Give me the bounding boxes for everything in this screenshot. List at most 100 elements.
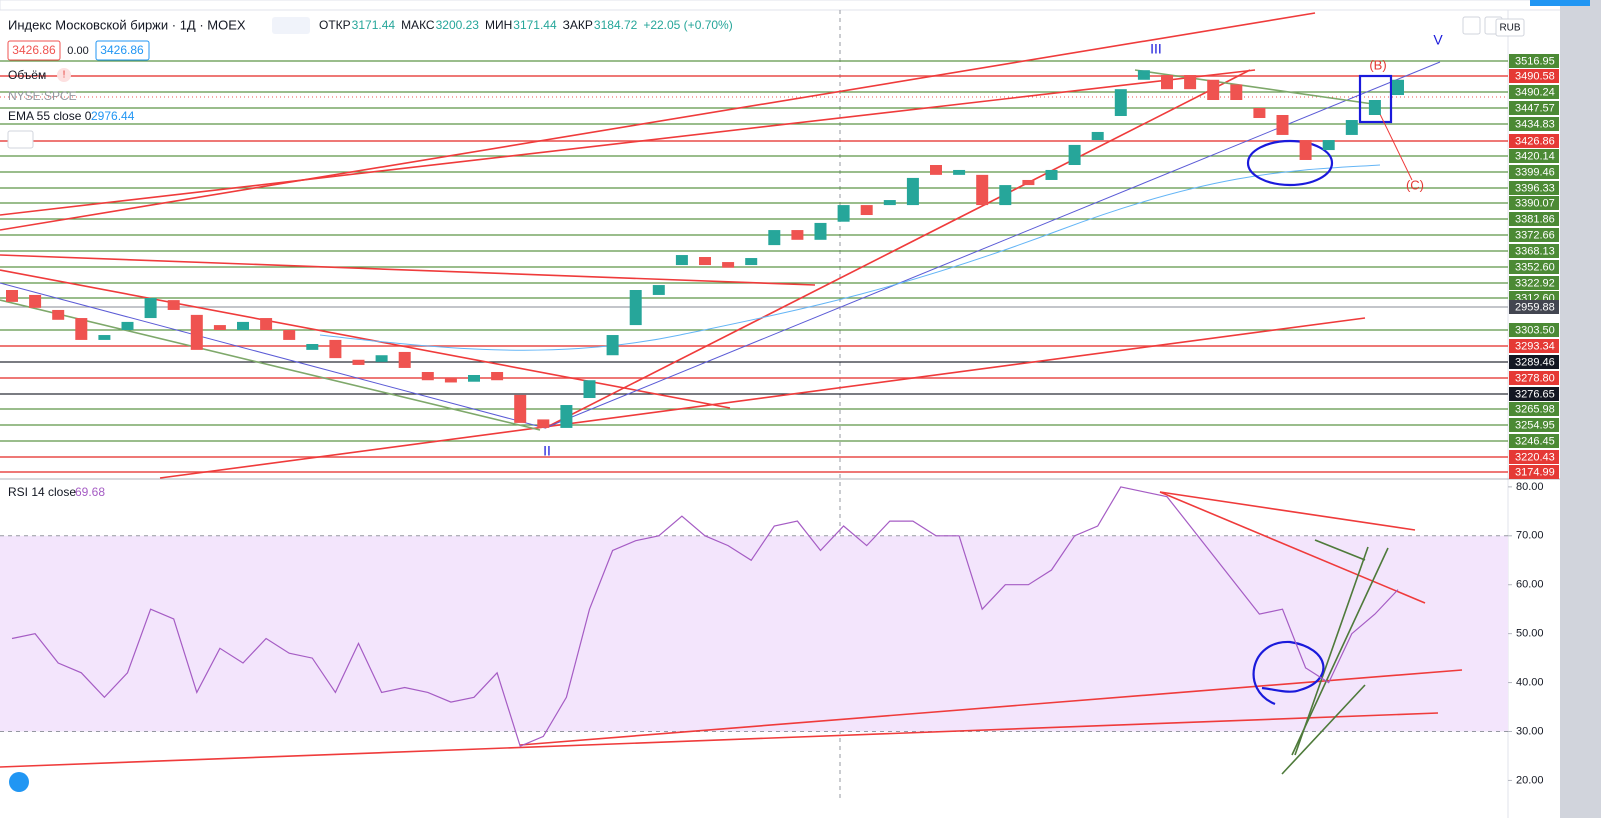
candle-body [675,255,688,266]
candle-body [375,355,388,362]
trendline[interactable] [0,269,731,409]
ohlc-label: ОТКР [319,18,351,32]
price-label-bg [1509,418,1559,432]
trendline[interactable] [0,282,546,429]
candle-body [1091,131,1104,141]
side-panel [1560,0,1601,818]
candle-body [283,330,296,340]
warning-icon[interactable] [57,68,71,82]
price-label-bg [1509,85,1559,99]
candle-body [213,325,226,330]
hand-circle[interactable] [1246,139,1334,187]
compare-button[interactable] [272,17,310,34]
symbol-title[interactable]: Индекс Московской биржи · 1Д · MOEX [8,17,246,32]
rsi-tick-label: 80.00 [1516,481,1544,493]
toolbar[interactable] [0,0,1601,11]
candle-body [514,394,527,423]
toolbar-button[interactable] [1530,0,1590,6]
logo[interactable] [9,772,29,792]
trendline[interactable] [544,69,1251,429]
trendline[interactable] [0,254,816,286]
price-label-bg [1509,465,1559,479]
wave-label: (C) [1406,177,1424,192]
candle-body [144,298,157,319]
price-label: 3303.50 [1515,324,1555,336]
scroll-button[interactable] [1462,16,1481,35]
spread: 0.00 [67,45,88,57]
price-label-bg [1509,244,1559,258]
sell-box[interactable] [7,40,61,61]
rsi-legend[interactable]: RSI 14 close [8,485,76,499]
candle-body [1137,70,1150,80]
trendline[interactable] [0,12,1316,231]
change: +22.05 (+0.70%) [643,18,732,32]
rsi-trendline[interactable] [1294,546,1369,756]
trendline[interactable] [0,299,541,431]
price-label-bg [1509,54,1559,68]
price-label-bg [1509,181,1559,195]
price-label-bg [1509,228,1559,242]
price-axis: 3516.95 3490.58 3490.24 3447.57 3434.83 3426.… [1509,54,1559,479]
price-label-bg [1509,450,1559,464]
rsi-trendline[interactable] [1291,547,1389,756]
price-label-bg [1509,117,1559,131]
candle-body [999,185,1012,206]
rsi-trendline[interactable] [1281,684,1366,775]
ema-value: 2976.44 [91,109,135,123]
trendline[interactable] [0,69,1256,216]
trendline[interactable] [1377,109,1413,181]
candle-body [1045,169,1058,180]
candle-body [930,165,942,175]
level-lines [0,60,1508,473]
rsi-value: 69.68 [75,485,105,499]
collapse-button[interactable] [7,130,34,149]
rsi-trendline[interactable] [1314,539,1366,561]
warning-icon[interactable]: ! [63,70,66,81]
price-label: 3447.57 [1515,102,1555,114]
hand-box[interactable] [1358,74,1393,124]
buy-price[interactable]: 3426.86 [100,43,144,57]
rsi-trendline[interactable] [1159,491,1426,604]
price-label: 3289.46 [1515,356,1555,368]
candle-body [1299,140,1312,160]
ohlc-label: ЗАКР [563,18,593,32]
candle-body [791,230,804,240]
price-label: 3434.83 [1515,118,1555,130]
price-label: 3278.80 [1515,372,1555,384]
volume-legend[interactable]: Объём [8,68,46,82]
hand-circle[interactable] [1252,640,1325,706]
candle-body [1207,79,1220,101]
trendline[interactable] [1134,69,1381,106]
ema-legend[interactable]: EMA 55 close 0 [8,109,92,123]
price-label-bg [1509,371,1559,385]
candle-body [167,300,180,310]
candle-body [75,318,88,340]
currency-box[interactable] [1495,18,1525,37]
ohlc: ОТКР 3171.44 МАКС 3200.23 МИН 3171.44 ЗАКР 3184… [319,18,733,32]
candle-body [1022,179,1035,186]
candle-body [491,371,504,381]
candle-body [560,405,573,428]
candle-body [652,285,665,295]
symbol-legend[interactable]: NYSE:SPCE [8,89,77,103]
trendline[interactable] [544,61,1441,429]
candle-body [1345,120,1358,135]
currency: RUB [1499,23,1520,34]
candle-body [237,321,249,330]
buy-box[interactable] [95,40,150,61]
rsi-trendline[interactable] [0,712,1439,768]
sell-price[interactable]: 3426.86 [12,43,56,57]
price-label: 3322.92 [1515,277,1555,289]
candle-body [1392,79,1404,96]
rsi-tick-label: 50.00 [1516,628,1544,640]
candle-body [953,169,966,175]
candle-body [352,359,365,365]
price-label-bg [1509,300,1559,314]
rsi-trendline[interactable] [519,669,1463,746]
trendline[interactable] [159,317,1366,479]
rsi-trendline[interactable] [1159,491,1416,531]
candle-body [1276,114,1289,135]
wave-label: III [1150,41,1162,57]
candle-body [768,230,781,246]
rsi-tick-label: 60.00 [1516,579,1544,591]
